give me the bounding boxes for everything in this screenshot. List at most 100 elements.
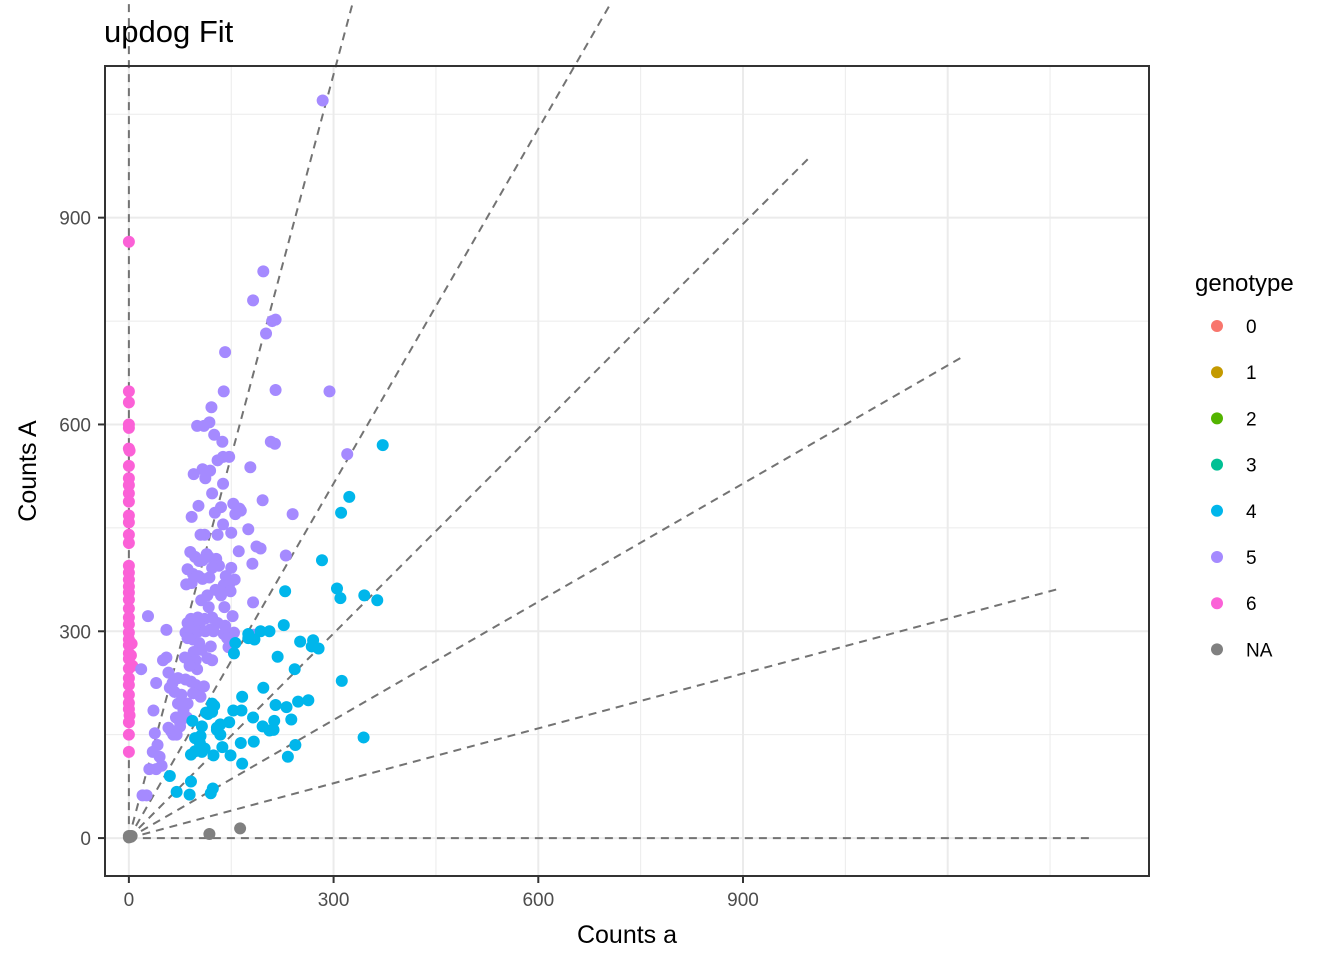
data-point-genotype-6 (122, 679, 135, 692)
data-point-genotype-5 (187, 687, 200, 700)
data-point-genotype-5 (218, 601, 231, 614)
legend-key-3 (1211, 458, 1223, 471)
data-point-genotype-4 (186, 714, 199, 727)
x-tick-label: 600 (522, 890, 554, 911)
legend-key-6 (1211, 597, 1223, 610)
data-point-genotype-4 (277, 619, 290, 632)
data-point-genotype-4 (289, 739, 302, 752)
data-point-genotype-5 (191, 419, 204, 432)
legend-key-1 (1211, 366, 1223, 379)
data-point-genotype-4 (257, 681, 270, 694)
data-point-genotype-5 (341, 448, 354, 461)
data-point-genotype-5 (224, 585, 237, 598)
data-point-genotype-4 (195, 720, 208, 733)
data-point-genotype-5 (234, 504, 247, 517)
data-point-genotype-4 (234, 736, 247, 749)
data-point-genotype-5 (181, 563, 194, 576)
data-point-genotype-5 (206, 487, 219, 500)
data-point-genotype-5 (170, 728, 183, 741)
data-point-genotype-4 (280, 701, 293, 714)
data-point-genotype-6 (122, 385, 135, 398)
data-point-genotype-5 (323, 385, 336, 398)
data-point-genotype-4 (288, 663, 301, 676)
x-tick-label: 900 (727, 890, 759, 911)
data-point-genotype-6 (122, 235, 135, 248)
data-point-genotype-5 (264, 435, 277, 448)
data-point-genotype-5 (217, 385, 230, 398)
data-point-genotype-5 (211, 528, 224, 541)
data-point-genotype-5 (232, 545, 245, 558)
data-point-genotype-5 (206, 654, 219, 667)
data-point-genotype-4 (267, 723, 280, 736)
y-axis: 0 300 600 900 (59, 209, 105, 850)
data-point-genotype-5 (257, 265, 270, 278)
y-tick-label: 600 (59, 415, 91, 436)
data-point-genotype-5 (250, 540, 263, 553)
legend-label-2: 2 (1246, 409, 1257, 430)
data-point-genotype-5 (136, 789, 149, 802)
data-point-genotype-6 (123, 444, 136, 457)
legend-label-3: 3 (1246, 456, 1257, 477)
y-tick-label: 900 (59, 209, 91, 230)
data-point-genotype-4 (268, 714, 281, 727)
data-point-genotype-4 (302, 694, 315, 707)
legend-entries: 0 1 2 3 4 5 6 NA (1211, 317, 1273, 661)
data-point-genotype-5 (185, 577, 198, 590)
data-point-genotype-5 (206, 561, 219, 574)
data-point-genotype-4 (223, 716, 236, 729)
data-point-genotype-4 (263, 625, 276, 638)
legend-key-5 (1211, 551, 1223, 563)
data-point-genotype-5 (260, 327, 273, 340)
reference-line (128, 356, 962, 839)
x-axis-title: Counts a (577, 921, 677, 949)
data-point-genotype-NA (234, 822, 247, 835)
data-point-genotype-6 (122, 602, 135, 615)
data-point-genotype-5 (162, 721, 175, 734)
legend: genotype 0 1 2 3 4 5 6 NA (1195, 270, 1294, 661)
data-point-genotype-4 (216, 741, 229, 754)
data-point-genotype-4 (207, 749, 220, 762)
data-point-genotype-5 (147, 704, 160, 717)
data-point-genotype-6 (122, 487, 135, 500)
data-point-genotype-4 (335, 674, 348, 687)
data-point-genotype-5 (226, 610, 239, 623)
data-point-genotype-6 (122, 593, 135, 606)
data-point-genotype-6 (122, 516, 135, 529)
data-point-genotype-4 (247, 735, 260, 748)
data-points (122, 94, 389, 844)
data-point-genotype-4 (206, 705, 219, 718)
data-point-genotype-5 (316, 94, 329, 107)
data-point-genotype-4 (285, 713, 298, 726)
data-point-genotype-6 (122, 716, 135, 729)
data-point-genotype-4 (184, 748, 197, 761)
data-point-genotype-5 (244, 461, 257, 474)
data-point-genotype-5 (150, 676, 163, 689)
data-point-genotype-NA (203, 827, 216, 840)
data-point-genotype-6 (122, 745, 135, 758)
x-tick-label: 300 (318, 890, 350, 911)
data-point-genotype-4 (315, 554, 328, 567)
data-point-genotype-6 (122, 479, 135, 492)
data-point-genotype-NA (122, 831, 135, 844)
data-point-genotype-5 (247, 294, 260, 307)
data-point-genotype-5 (168, 685, 181, 698)
data-point-genotype-5 (279, 549, 292, 562)
data-point-genotype-5 (160, 651, 173, 664)
plot-border (104, 65, 1150, 877)
plot-area (105, 66, 1149, 876)
data-point-genotype-5 (217, 477, 230, 490)
data-point-genotype-5 (207, 625, 220, 638)
reference-line (128, 588, 1058, 840)
data-point-genotype-5 (202, 601, 215, 614)
data-point-genotype-5 (225, 526, 238, 539)
data-point-genotype-5 (269, 384, 282, 396)
data-point-genotype-4 (358, 589, 371, 602)
data-point-genotype-4 (236, 690, 249, 703)
data-point-genotype-6 (122, 459, 135, 472)
data-point-genotype-4 (163, 770, 176, 783)
data-point-genotype-5 (215, 589, 227, 602)
data-point-genotype-4 (334, 592, 347, 605)
data-point-genotype-5 (246, 557, 259, 570)
legend-label-6: 6 (1246, 594, 1257, 615)
